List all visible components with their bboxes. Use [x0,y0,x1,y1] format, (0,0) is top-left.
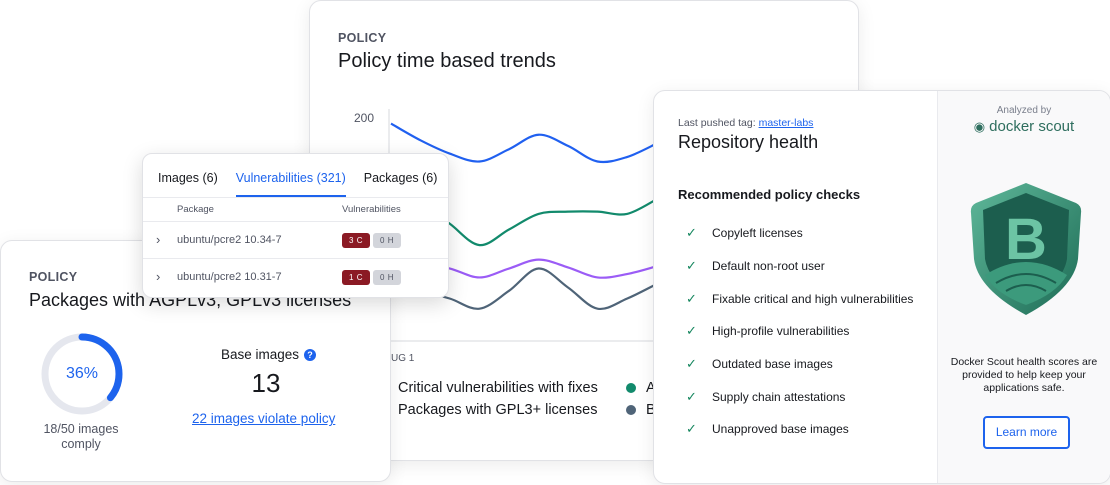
docker-scout-logo: ◉ docker scout [973,118,1075,135]
check-icon: ✓ [686,356,697,372]
legend-dot [626,405,636,415]
check-icon: ✓ [686,225,697,241]
policy-check-item: ✓ Fixable critical and high vulnerabiliti… [686,290,914,306]
analyzed-by: Analyzed by [996,105,1052,116]
policy-check-item: ✓ Supply chain attestations [686,388,846,404]
eyebrow: POLICY [338,31,387,45]
policy-check-item: ✓ Outdated base images [686,356,833,372]
scout-icon: ◉ [973,118,986,134]
repository-health-card: Last pushed tag: master-labs Repository … [653,90,1110,484]
chevron-right-icon[interactable]: › [156,232,161,247]
policy-check-item: ✓ High-profile vulnerabilities [686,323,850,339]
tab-images[interactable]: Images (6) [158,171,218,185]
legend-item: B [646,402,656,418]
health-score-note: Docker Scout health scores are provided … [950,356,1098,394]
critical-badge: 3 C [342,233,370,248]
policy-check-list: ✓ Copyleft licenses ✓ Default non-root user… [686,217,913,446]
health-grade-shield-icon: B [970,183,1082,315]
base-images-label: Base images? [221,347,317,362]
vulnerabilities-popup: Images (6) Vulnerabilities (321) Package… [142,153,449,298]
legend-item: Packages with GPL3+ licenses [398,402,598,418]
series-line-0 [390,122,657,164]
table-header: Package Vulnerabilities [143,198,448,222]
check-icon: ✓ [686,421,697,437]
card-title: Repository health [678,132,819,152]
policy-check-item: ✓ Copyleft licenses [686,225,803,241]
violate-policy-link[interactable]: 22 images violate policy [192,411,336,426]
check-icon: ✓ [686,258,697,274]
x-tick-label: UG 1 [391,353,415,364]
percent-label: 36% [65,365,99,382]
grade-letter: B [1005,207,1047,272]
help-icon[interactable]: ? [304,348,317,361]
learn-more-button[interactable]: Learn more [983,416,1070,449]
high-badge: 0 H [373,270,401,285]
column-vulnerabilities: Vulnerabilities [342,204,401,215]
chart-title: Policy time based trends [338,50,556,72]
package-name: ubuntu/pcre2 10.34-7 [177,234,282,246]
tag-link[interactable]: master-labs [758,117,814,129]
tab-vulnerabilities[interactable]: Vulnerabilities (321) [235,154,346,197]
section-title: Recommended policy checks [678,187,861,202]
policy-check-item: ✓ Unapproved base images [686,421,849,437]
check-icon: ✓ [686,323,697,339]
package-name: ubuntu/pcre2 10.31-7 [177,271,282,283]
legend-item: Critical vulnerabilities with fixes [398,380,598,396]
base-images-count: 13 [251,368,281,398]
legend-dot [626,383,636,393]
comply-text: 18/50 images comply [43,422,119,451]
critical-badge: 1 C [342,270,370,285]
y-tick-label: 200 [354,111,374,125]
legend-item: A [646,380,656,396]
tab-packages[interactable]: Packages (6) [363,171,438,185]
eyebrow: POLICY [29,270,78,284]
high-badge: 0 H [373,233,401,248]
tab-bar: Images (6) Vulnerabilities (321) Package… [143,154,448,198]
last-pushed-tag: Last pushed tag: master-labs [678,117,814,129]
chevron-right-icon[interactable]: › [156,269,161,284]
check-icon: ✓ [686,388,697,404]
policy-check-item: ✓ Default non-root user [686,258,825,274]
check-icon: ✓ [686,290,697,306]
compliance-donut [41,333,123,415]
column-package: Package [177,204,214,215]
